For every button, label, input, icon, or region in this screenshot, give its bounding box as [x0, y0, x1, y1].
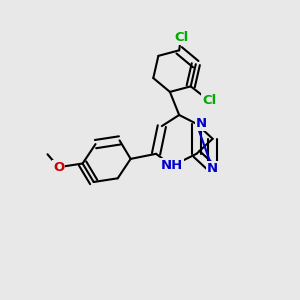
Text: Cl: Cl: [174, 31, 188, 44]
Text: NH: NH: [161, 159, 183, 172]
Text: N: N: [207, 162, 218, 175]
Text: Cl: Cl: [202, 94, 216, 107]
Text: O: O: [53, 161, 64, 174]
Text: N: N: [196, 117, 207, 130]
